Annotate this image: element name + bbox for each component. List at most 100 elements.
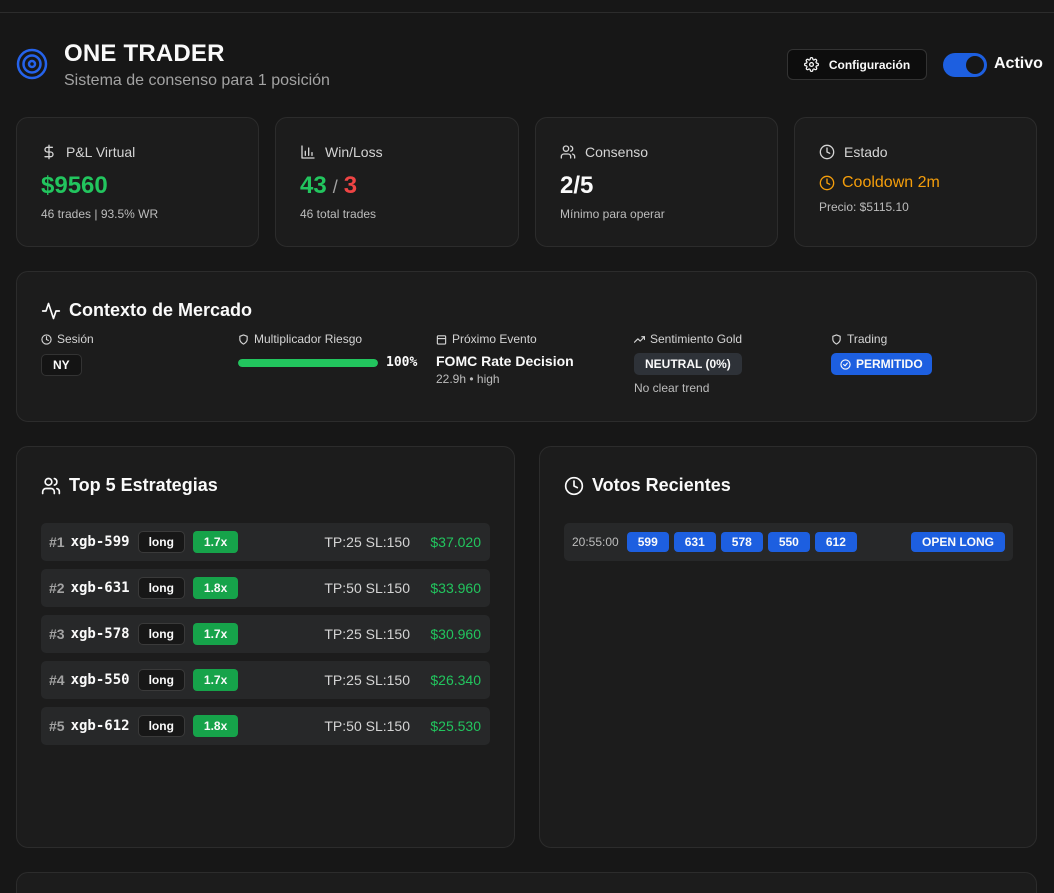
session-label: Sesión (57, 332, 94, 346)
strategy-multiplier-badge: 1.8x (192, 715, 239, 737)
cooldown-clock-icon (819, 175, 835, 191)
strategy-side-badge: long (137, 531, 185, 553)
sentiment-sub: No clear trend (634, 381, 710, 395)
users-icon (41, 477, 61, 494)
app-subtitle: Sistema de consenso para 1 posición (64, 72, 330, 89)
consenso-value: 2/5 (560, 172, 594, 199)
vote-strategy-chip: 612 (814, 532, 857, 552)
strategy-name: xgb-612 (70, 718, 130, 734)
event-meta: 22.9h • high (436, 372, 500, 386)
risk-label-row: Multiplicador Riesgo (238, 332, 417, 346)
strategy-row[interactable]: #2 xgb-631 long 1.8x TP:50 SL:150 $33.96… (41, 569, 490, 607)
estado-header: Estado (819, 144, 888, 160)
sentiment-label-row: Sentimiento Gold (634, 332, 742, 346)
strategy-rank: #3 (49, 626, 65, 642)
clock-icon (564, 476, 584, 495)
top-strategies-title: Top 5 Estrategias (41, 475, 218, 496)
consenso-card: Consenso 2/5 Mínimo para operar (535, 117, 778, 247)
strategy-row[interactable]: #1 xgb-599 long 1.7x TP:25 SL:150 $37.02… (41, 523, 490, 561)
risk-meter: 100% (238, 355, 417, 370)
winloss-separator: / (332, 177, 338, 197)
bar-chart-icon (301, 145, 315, 159)
strategy-tpsl: TP:25 SL:150 (324, 672, 410, 688)
shield-icon (239, 333, 248, 345)
toggle-knob (966, 56, 984, 74)
strategy-tpsl: TP:50 SL:150 (324, 580, 410, 596)
sentiment-label: Sentimiento Gold (650, 332, 743, 346)
pnl-label: P&L Virtual (66, 144, 136, 160)
vote-strategy-chip: 550 (767, 532, 810, 552)
market-context-card: Contexto de Mercado Sesión NY Multiplica… (16, 271, 1037, 422)
sentiment-badge: NEUTRAL (0%) (634, 353, 742, 375)
strategy-pnl: $30.960 (430, 626, 481, 642)
estado-card: Estado Cooldown 2m Precio: $5115.10 (794, 117, 1037, 247)
top-strategies-title-text: Top 5 Estrategias (69, 475, 218, 495)
calendar-icon (436, 334, 447, 345)
clock-icon (819, 144, 835, 160)
users-icon (560, 145, 576, 159)
bottom-card (16, 872, 1037, 893)
strategy-rank: #1 (49, 534, 65, 550)
strategy-name: xgb-631 (70, 580, 130, 596)
wins-count: 43 (300, 172, 327, 199)
active-toggle[interactable] (943, 53, 987, 77)
winloss-label: Win/Loss (325, 144, 383, 160)
estado-label: Estado (844, 144, 888, 160)
strategy-side-badge: long (137, 715, 185, 737)
trading-label-row: Trading (831, 332, 932, 346)
recent-votes-card: Votos Recientes 20:55:00 599 631 578 550… (539, 446, 1037, 848)
trading-status-text: PERMITIDO (856, 357, 923, 371)
winloss-header: Win/Loss (300, 144, 383, 160)
strategy-multiplier-badge: 1.7x (192, 669, 239, 691)
check-circle-icon (840, 358, 851, 370)
strategy-list: #1 xgb-599 long 1.7x TP:25 SL:150 $37.02… (41, 523, 490, 753)
target-logo-icon (16, 48, 48, 80)
estado-value: Cooldown 2m (819, 174, 940, 192)
risk-bar-track (238, 358, 378, 367)
risk-block: Multiplicador Riesgo 100% (238, 332, 417, 370)
strategy-pnl: $25.530 (430, 718, 481, 734)
consenso-header: Consenso (560, 144, 648, 160)
active-toggle-label: Activo (994, 55, 1043, 72)
config-button[interactable]: Configuración (787, 49, 927, 80)
session-label-row: Sesión (41, 332, 94, 346)
session-block: Sesión NY (41, 332, 94, 376)
strategy-pnl: $26.340 (430, 672, 481, 688)
strategy-side-badge: long (137, 623, 185, 645)
gear-icon (803, 57, 819, 72)
market-context-title: Contexto de Mercado (41, 300, 252, 321)
vote-row[interactable]: 20:55:00 599 631 578 550 612 OPEN LONG (564, 523, 1013, 561)
event-block: Próximo Evento FOMC Rate Decision 22.9h … (436, 332, 574, 386)
strategy-name: xgb-550 (70, 672, 130, 688)
vote-strategy-chip: 599 (626, 532, 669, 552)
strategy-rank: #2 (49, 580, 65, 596)
top-divider (0, 12, 1054, 13)
losses-count: 3 (343, 172, 358, 199)
consenso-label: Consenso (585, 144, 649, 160)
consenso-sub: Mínimo para operar (560, 207, 665, 221)
vote-time: 20:55:00 (572, 535, 619, 549)
pnl-card: P&L Virtual $9560 46 trades | 93.5% WR (16, 117, 259, 247)
strategy-row[interactable]: #4 xgb-550 long 1.7x TP:25 SL:150 $26.34… (41, 661, 490, 699)
trending-up-icon (634, 335, 645, 343)
sentiment-block: Sentimiento Gold NEUTRAL (0%) No clear t… (634, 332, 742, 395)
trading-label: Trading (847, 332, 888, 346)
vote-strategy-chip: 578 (720, 532, 763, 552)
strategy-row[interactable]: #3 xgb-578 long 1.7x TP:25 SL:150 $30.96… (41, 615, 490, 653)
strategy-multiplier-badge: 1.8x (192, 577, 239, 599)
strategy-row[interactable]: #5 xgb-612 long 1.8x TP:50 SL:150 $25.53… (41, 707, 490, 745)
top-strategies-card: Top 5 Estrategias #1 xgb-599 long 1.7x T… (16, 446, 515, 848)
recent-votes-title-text: Votos Recientes (592, 475, 731, 495)
market-context-title-text: Contexto de Mercado (69, 300, 253, 320)
strategy-rank: #4 (49, 672, 65, 688)
strategy-side-badge: long (137, 669, 185, 691)
dollar-icon (44, 144, 54, 160)
risk-bar-fill (238, 358, 378, 367)
strategy-pnl: $33.960 (430, 580, 481, 596)
event-label: Próximo Evento (452, 332, 537, 346)
event-label-row: Próximo Evento (436, 332, 574, 346)
vote-action-badge: OPEN LONG (910, 532, 1005, 552)
strategy-multiplier-badge: 1.7x (192, 531, 239, 553)
shield-icon (832, 333, 841, 345)
pnl-value: $9560 (41, 172, 108, 199)
